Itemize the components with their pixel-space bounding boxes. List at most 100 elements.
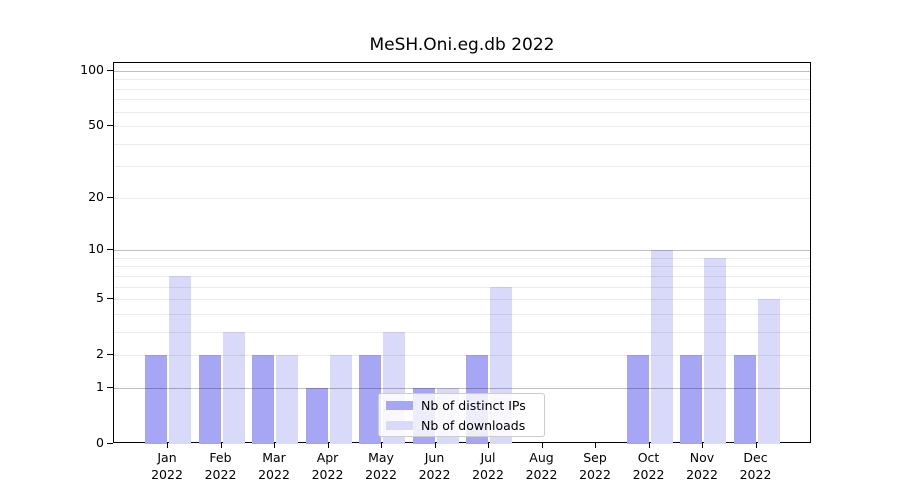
minor-gridline-3 <box>114 331 810 333</box>
y-tick-mark-5 <box>107 298 113 300</box>
x-tick-month: Mar <box>262 450 286 465</box>
y-tick-label-100: 100 <box>80 62 104 77</box>
y-tick-label-0: 0 <box>96 435 104 450</box>
minor-gridline-20 <box>114 197 810 199</box>
x-tick-month: Dec <box>743 450 768 465</box>
minor-gridline-40 <box>114 143 810 145</box>
y-tick-mark-1 <box>107 386 113 388</box>
bar-nb-of-distinct-ips-apr <box>305 387 328 444</box>
minor-gridline-8 <box>114 266 810 268</box>
bar-nb-of-distinct-ips-mar <box>252 355 274 444</box>
chart-title: MeSH.Oni.eg.db 2022 <box>369 35 555 55</box>
plot-area <box>113 62 811 444</box>
x-tick-label-oct: Oct 2022 <box>619 449 679 483</box>
minor-gridline-60 <box>114 111 810 113</box>
x-tick-month: May <box>368 450 394 465</box>
x-tick-year: 2022 <box>151 467 183 482</box>
x-tick-month: Nov <box>689 450 715 465</box>
legend-item-distinct-ips: Nb of distinct IPs <box>386 397 544 413</box>
x-tick-mark-jun <box>434 443 436 448</box>
minor-gridline-90 <box>114 79 810 81</box>
x-tick-month: Aug <box>529 450 554 465</box>
legend-swatch-distinct-ips <box>386 400 413 410</box>
bar-nb-of-distinct-ips-dec <box>733 355 756 444</box>
major-gridline-1 <box>114 387 810 389</box>
y-tick-mark-2 <box>107 354 113 356</box>
bar-nb-of-downloads-jan <box>169 275 191 444</box>
minor-gridline-7 <box>114 275 810 277</box>
x-tick-year: 2022 <box>632 467 665 482</box>
x-tick-label-dec: Dec 2022 <box>726 449 786 483</box>
minor-gridline-80 <box>114 88 810 90</box>
major-gridline-10 <box>114 250 810 252</box>
x-tick-label-jul: Jul 2022 <box>458 449 518 483</box>
x-tick-mark-apr <box>327 443 329 448</box>
y-tick-label-50: 50 <box>88 117 104 133</box>
minor-gridline-9 <box>114 257 810 259</box>
x-tick-label-jun: Jun 2022 <box>405 449 465 483</box>
x-tick-year: 2022 <box>739 467 772 482</box>
x-tick-mark-may <box>381 443 382 448</box>
major-gridline-100 <box>114 71 810 72</box>
y-tick-label-5: 5 <box>96 290 104 306</box>
legend-item-downloads: Nb of downloads <box>386 417 544 433</box>
minor-gridline-4 <box>114 313 810 315</box>
x-tick-mark-feb <box>220 443 222 448</box>
x-tick-month: Jan <box>157 450 177 465</box>
minor-gridline-6 <box>114 286 810 288</box>
bar-nb-of-downloads-nov <box>704 257 726 444</box>
y-tick-mark-0 <box>107 443 113 444</box>
x-tick-label-may: May 2022 <box>351 449 411 483</box>
legend-swatch-downloads <box>386 420 413 430</box>
minor-gridline-50 <box>114 126 810 128</box>
bar-nb-of-distinct-ips-jan <box>145 355 167 444</box>
bar-nb-of-downloads-mar <box>276 355 298 444</box>
minor-gridline-30 <box>114 166 810 168</box>
y-tick-mark-100 <box>107 70 113 71</box>
minor-gridline-2 <box>114 355 810 357</box>
bar-nb-of-downloads-feb <box>222 331 245 444</box>
x-tick-mark-jan <box>167 443 168 448</box>
x-tick-mark-sep <box>595 443 596 448</box>
x-tick-mark-jul <box>488 443 489 448</box>
x-tick-year: 2022 <box>258 467 290 482</box>
x-tick-label-apr: Apr 2022 <box>298 449 358 483</box>
x-tick-year: 2022 <box>418 467 451 482</box>
bar-nb-of-distinct-ips-may <box>359 355 381 444</box>
y-tick-label-2: 2 <box>96 346 104 362</box>
x-tick-label-jan: Jan 2022 <box>137 449 197 483</box>
bar-nb-of-distinct-ips-nov <box>680 355 702 444</box>
x-tick-mark-aug <box>541 443 543 448</box>
bar-nb-of-distinct-ips-feb <box>198 355 221 444</box>
bar-nb-of-distinct-ips-oct <box>626 355 649 444</box>
x-tick-month: Oct <box>637 450 660 465</box>
x-tick-month: Apr <box>316 450 339 465</box>
bar-nb-of-downloads-dec <box>757 299 780 444</box>
x-tick-label-nov: Nov 2022 <box>672 449 732 483</box>
x-tick-year: 2022 <box>204 467 237 482</box>
y-tick-mark-10 <box>107 249 113 251</box>
x-tick-label-aug: Aug 2022 <box>512 449 572 483</box>
x-tick-label-sep: Sep 2022 <box>565 449 625 483</box>
x-tick-mark-mar <box>274 443 275 448</box>
x-tick-year: 2022 <box>579 467 611 482</box>
x-tick-label-mar: Mar 2022 <box>244 449 304 483</box>
x-tick-year: 2022 <box>472 467 504 482</box>
y-tick-label-20: 20 <box>88 188 104 204</box>
y-tick-label-10: 10 <box>88 241 104 257</box>
x-tick-mark-oct <box>648 443 650 448</box>
y-tick-mark-20 <box>107 196 113 198</box>
legend: Nb of distinct IPs Nb of downloads <box>378 393 545 437</box>
minor-gridline-5 <box>114 299 810 301</box>
minor-gridline-70 <box>114 99 810 101</box>
bar-nb-of-downloads-oct <box>650 250 673 444</box>
x-tick-month: Jun <box>424 450 445 465</box>
x-tick-month: Feb <box>209 450 232 465</box>
y-tick-mark-50 <box>107 125 113 127</box>
x-tick-year: 2022 <box>311 467 344 482</box>
legend-label-downloads: Nb of downloads <box>421 417 526 433</box>
legend-label-distinct-ips: Nb of distinct IPs <box>421 397 526 413</box>
x-tick-mark-dec <box>755 443 757 448</box>
x-tick-month: Sep <box>583 450 607 465</box>
